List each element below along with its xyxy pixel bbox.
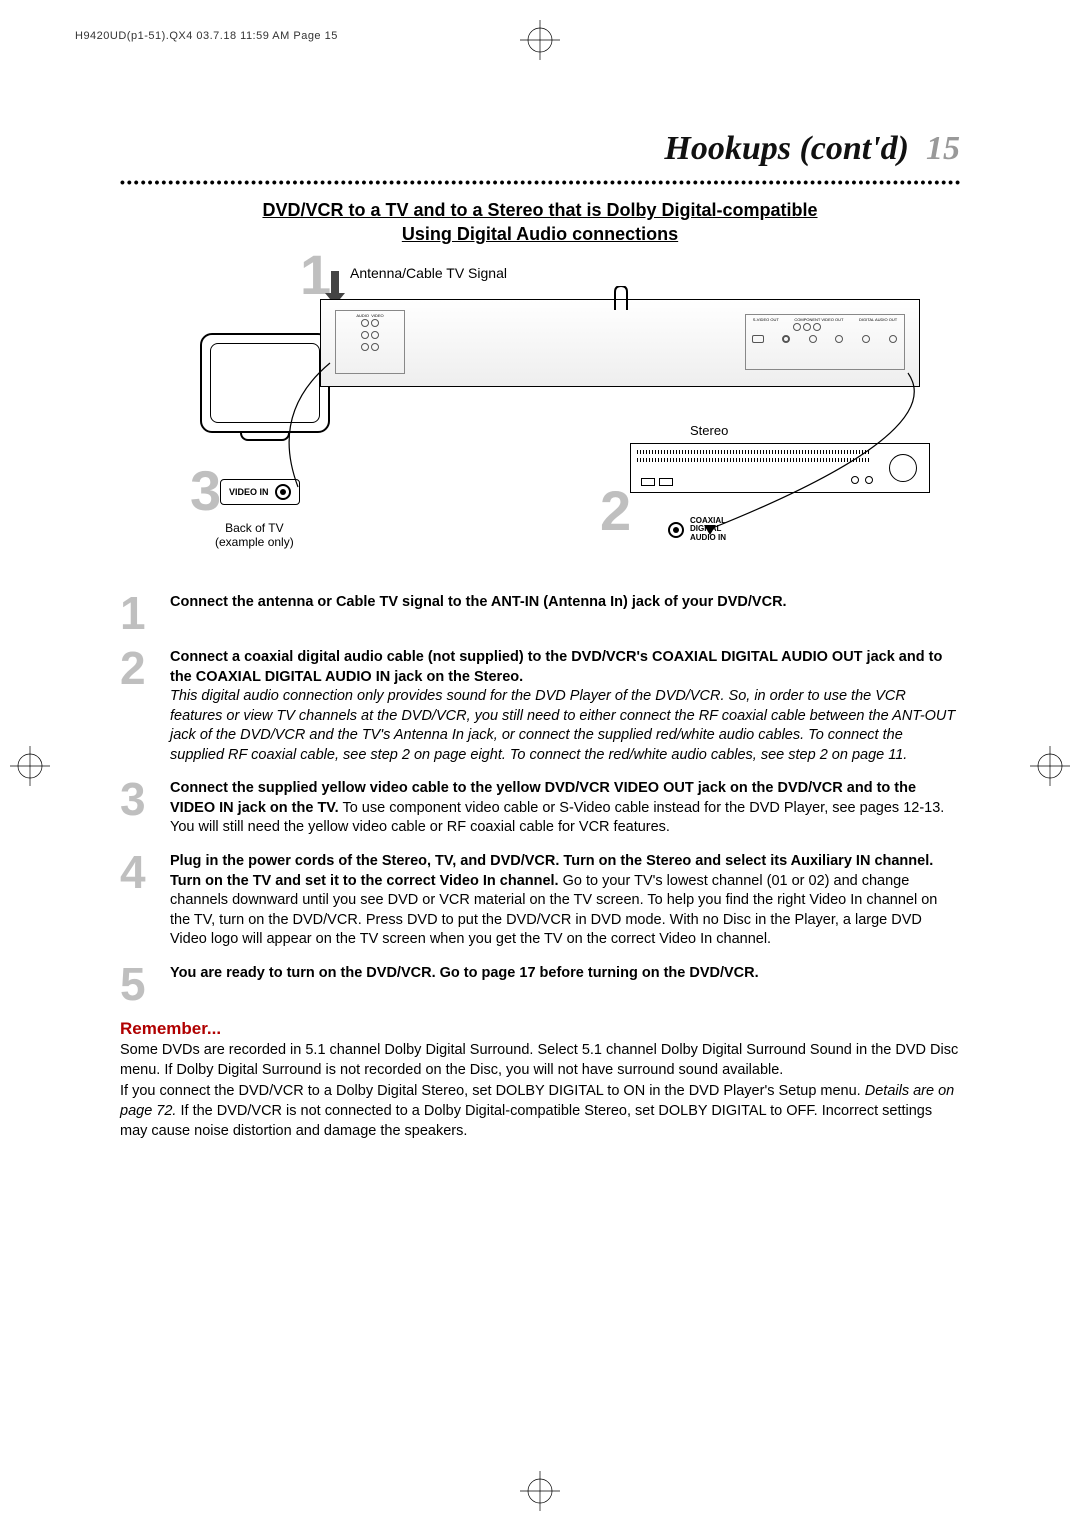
step-body: Connect the supplied yellow video cable … [170,779,960,838]
step-italic: This digital audio connection only provi… [170,688,955,763]
hookup-diagram: 1 Antenna/Cable TV Signal 3 VIDEO IN Bac… [120,253,960,583]
diagram-number-2: 2 [600,483,631,539]
step-body: Plug in the power cords of the Stereo, T… [170,852,960,950]
page-content: Hookups (cont'd) 15 ••••••••••••••••••••… [120,130,960,1141]
page-title-text: Hookups (cont'd) [664,130,909,167]
coax-label-1: COAXIAL [690,516,726,525]
print-header: H9420UD(p1-51).QX4 03.7.18 11:59 AM Page… [75,30,338,42]
cable-lines [120,253,960,573]
step-4: 4 Plug in the power cords of the Stereo,… [120,852,960,950]
coax-label: COAXIAL DIGITAL AUDIO IN [690,517,726,543]
coax-label-2: DIGITAL [690,524,721,533]
remember-p2a: If you connect the DVD/VCR to a Dolby Di… [120,1083,865,1099]
step-3: 3 Connect the supplied yellow video cabl… [120,779,960,838]
crop-mark-bottom [520,1471,560,1511]
step-number: 5 [120,964,158,1005]
remember-paragraph-1: Some DVDs are recorded in 5.1 channel Do… [120,1041,960,1080]
section-title-line2: Using Digital Audio connections [402,224,678,244]
step-body: Connect a coaxial digital audio cable (n… [170,648,960,765]
crop-mark-right [1030,746,1070,786]
step-number: 3 [120,779,158,838]
step-bold: You are ready to turn on the DVD/VCR. Go… [170,965,759,981]
coax-jack: COAXIAL DIGITAL AUDIO IN [668,517,726,543]
step-number: 2 [120,648,158,765]
page-number: 15 [926,130,960,167]
step-body: You are ready to turn on the DVD/VCR. Go… [170,964,759,1005]
stereo-label: Stereo [690,423,728,438]
stereo-illustration [630,443,930,493]
step-2: 2 Connect a coaxial digital audio cable … [120,648,960,765]
step-body: Connect the antenna or Cable TV signal t… [170,593,787,634]
page-title: Hookups (cont'd) 15 [120,130,960,168]
coax-jack-icon [668,522,684,538]
step-bold: Connect a coaxial digital audio cable (n… [170,649,942,685]
section-title-line1: DVD/VCR to a TV and to a Stereo that is … [262,200,817,220]
step-number: 1 [120,593,158,634]
crop-mark-top [520,20,560,60]
remember-heading: Remember... [120,1019,960,1039]
remember-paragraph-2: If you connect the DVD/VCR to a Dolby Di… [120,1082,960,1141]
step-5: 5 You are ready to turn on the DVD/VCR. … [120,964,960,1005]
steps-list: 1 Connect the antenna or Cable TV signal… [120,593,960,1006]
remember-p2b: If the DVD/VCR is not connected to a Dol… [120,1103,932,1139]
crop-mark-left [10,746,50,786]
dot-leader: ••••••••••••••••••••••••••••••••••••••••… [120,174,960,190]
coax-label-3: AUDIO IN [690,533,726,542]
step-number: 4 [120,852,158,950]
section-title: DVD/VCR to a TV and to a Stereo that is … [120,198,960,247]
step-bold: Connect the antenna or Cable TV signal t… [170,594,787,610]
step-1: 1 Connect the antenna or Cable TV signal… [120,593,960,634]
